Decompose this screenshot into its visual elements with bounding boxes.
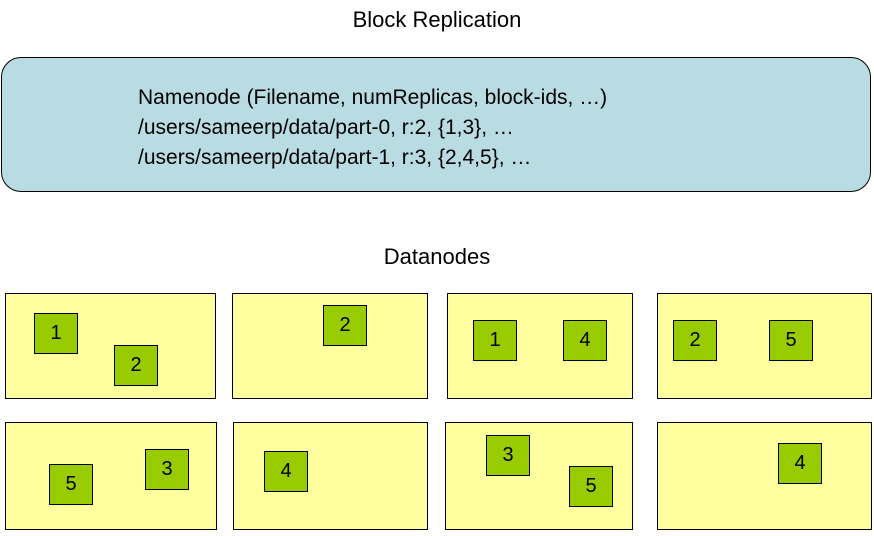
block-replica: 4 [778,443,822,484]
datanode-box-1: 1 2 [5,293,216,399]
diagram-title: Block Replication [352,7,522,32]
namenode-box: Namenode (Filename, numReplicas, block-i… [1,57,871,192]
datanodes-label: Datanodes [383,244,491,269]
datanode-box-3: 1 4 [447,293,633,399]
datanode-box-6: 4 [233,422,428,530]
block-replica: 4 [563,320,607,361]
datanode-box-5: 5 3 [5,422,217,530]
datanode-box-4: 2 5 [657,293,872,399]
datanode-box-7: 3 5 [445,422,633,530]
namenode-file-entry: /users/sameerp/data/part-0, r:2, {1,3}, … [138,116,514,139]
block-replica: 2 [114,345,158,386]
block-replica: 3 [486,435,530,476]
namenode-heading: Namenode (Filename, numReplicas, block-i… [138,86,608,109]
block-replica: 5 [769,320,813,361]
block-replica: 4 [264,451,308,492]
block-replica: 1 [34,313,78,354]
block-replica: 3 [145,449,189,490]
namenode-text: Namenode (Filename, numReplicas, block-i… [2,58,870,173]
block-replica: 5 [569,466,613,507]
datanode-box-2: 2 [232,293,428,399]
block-replica: 1 [473,320,517,361]
datanode-box-8: 4 [657,422,872,530]
block-replica: 2 [323,305,367,346]
namenode-file-entry: /users/sameerp/data/part-1, r:3, {2,4,5}… [138,146,532,169]
block-replica: 5 [49,464,93,505]
block-replica: 2 [673,320,717,361]
